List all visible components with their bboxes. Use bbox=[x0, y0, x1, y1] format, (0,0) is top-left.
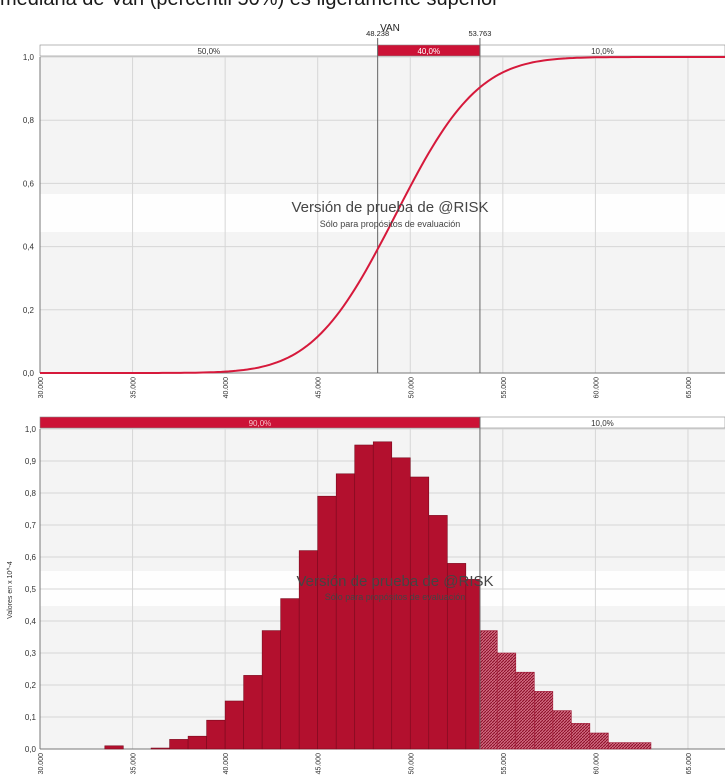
cdf-y-tick-label: 0,2 bbox=[23, 306, 35, 315]
cdf-x-tick-label: 60.000 bbox=[593, 377, 600, 399]
cdf-x-tick-label: 65.000 bbox=[686, 377, 693, 399]
histogram-bar bbox=[150, 747, 170, 750]
histogram-bars bbox=[104, 417, 652, 750]
histogram-y-tick-label: 0,3 bbox=[25, 649, 37, 658]
cdf-y-tick-label: 0,8 bbox=[23, 116, 35, 125]
cdf-x-tick-label: 35.000 bbox=[131, 377, 138, 399]
histogram-y-tick-label: 1,0 bbox=[25, 425, 37, 434]
histogram-x-tick-label: 45.000 bbox=[316, 753, 323, 775]
histogram-bar bbox=[589, 732, 609, 750]
histogram-bar bbox=[391, 457, 411, 750]
histogram-bar bbox=[335, 473, 356, 750]
histogram-bar bbox=[224, 700, 244, 750]
cdf-watermark-line2: Sólo para propósitos de evaluación bbox=[320, 219, 461, 229]
histogram-bar bbox=[608, 742, 652, 750]
cdf-y-tick-label: 0,6 bbox=[23, 179, 35, 188]
histogram-y-tick-label: 0,4 bbox=[25, 617, 37, 626]
cdf-x-tick-label: 40.000 bbox=[223, 377, 230, 399]
histogram-bar bbox=[409, 476, 430, 750]
histogram-x-axis: 30.000 35.000 40.000 45.000 50.000 55.000 60.0… bbox=[38, 753, 693, 775]
histogram-bar bbox=[280, 598, 300, 750]
histogram-band-label-0: 90,0% bbox=[249, 419, 272, 428]
page-header-text: mediana de Van (percentil 50%) es ligera… bbox=[0, 0, 725, 14]
cdf-band-label-0: 50,0% bbox=[197, 47, 220, 56]
histogram-x-tick-label: 65.000 bbox=[686, 753, 693, 775]
histogram-y-tick-label: 0,5 bbox=[25, 585, 37, 594]
cdf-marker-label-1: 53.763 bbox=[468, 29, 491, 38]
histogram-bar bbox=[169, 739, 189, 750]
cdf-watermark-line1: Versión de prueba de @RISK bbox=[291, 199, 488, 216]
histogram-y-tick-label: 0,2 bbox=[25, 681, 37, 690]
histogram-bar bbox=[317, 495, 337, 750]
cdf-band-label-2: 10,0% bbox=[591, 47, 614, 56]
histogram-x-tick-label: 40.000 bbox=[223, 753, 230, 775]
histogram-band-bar: 90,0% 10,0% bbox=[39, 416, 725, 429]
cdf-y-tick-label: 0,4 bbox=[23, 243, 35, 252]
histogram-bar bbox=[261, 630, 281, 750]
cdf-marker-label-0: 48.238 bbox=[366, 29, 389, 38]
cdf-curve bbox=[40, 56, 725, 374]
histogram-x-tick-label: 60.000 bbox=[593, 753, 600, 775]
histogram-bar bbox=[104, 745, 124, 750]
histogram-y-tick-label: 0,8 bbox=[25, 489, 37, 498]
histogram-x-tick-label: 30.000 bbox=[38, 753, 45, 775]
cdf-x-tick-label: 50.000 bbox=[408, 377, 415, 399]
histogram-bar bbox=[206, 719, 226, 750]
histogram-bar bbox=[243, 675, 263, 750]
histogram-y-tick-label: 0,0 bbox=[25, 745, 37, 754]
cdf-band-label-1: 40,0% bbox=[417, 47, 440, 56]
cdf-title: VAN bbox=[380, 23, 400, 34]
histogram-bar bbox=[552, 710, 572, 750]
cdf-y-axis: 0,0 0,2 0,4 0,6 0,8 1,0 bbox=[23, 53, 35, 378]
histogram-y-tick-label: 0,1 bbox=[25, 713, 37, 722]
cdf-x-tick-label: 45.000 bbox=[316, 377, 323, 399]
histogram-bar bbox=[479, 630, 498, 750]
cdf-grid bbox=[39, 56, 725, 374]
cdf-watermark-strip bbox=[40, 194, 725, 232]
cdf-y-tick-label: 1,0 bbox=[23, 53, 35, 62]
cdf-x-tick-label: 55.000 bbox=[501, 377, 508, 399]
histogram-y-tick-label: 0,6 bbox=[25, 553, 37, 562]
histogram-watermark-line1: Versión de prueba de @RISK bbox=[296, 573, 493, 590]
histogram-x-tick-label: 50.000 bbox=[408, 753, 415, 775]
cdf-band-bar: 50,0% 40,0% 10,0% bbox=[39, 44, 725, 57]
histogram-x-tick-label: 55.000 bbox=[501, 753, 508, 775]
histogram-bar bbox=[571, 723, 591, 750]
histogram-x-tick-label: 35.000 bbox=[131, 753, 138, 775]
histogram-y-tick-label: 0,7 bbox=[25, 521, 37, 530]
histogram-y-axis-label: Valores en x 10^-4 bbox=[7, 561, 14, 619]
histogram-y-tick-label: 0,9 bbox=[25, 457, 37, 466]
histogram-bar bbox=[496, 652, 517, 750]
histogram-bar bbox=[428, 515, 448, 750]
histogram-watermark-line2: Sólo para propósitos de evaluación bbox=[325, 592, 466, 602]
histogram-band-label-1: 10,0% bbox=[591, 419, 614, 428]
histogram-bar bbox=[515, 671, 535, 750]
cdf-chart: VAN 50,0% 40,0% 10,0% 0,0 0,2 0,4 0,6 0,8 1,0 3… bbox=[23, 23, 725, 398]
cdf-x-tick-label: 30.000 bbox=[38, 377, 45, 399]
histogram-y-axis: 0,0 0,1 0,2 0,3 0,4 0,5 0,6 0,7 0,8 0,9 1,0 bbox=[25, 425, 37, 754]
histogram-bar bbox=[187, 735, 207, 750]
histogram-chart: 90,0% 10,0% 0,00,10,20,30,40,50,60,70,80,… bbox=[7, 416, 725, 775]
cdf-y-tick-label: 0,0 bbox=[23, 369, 35, 378]
histogram-bar bbox=[465, 579, 481, 750]
histogram-bar bbox=[534, 691, 554, 750]
cdf-x-axis: 30.000 35.000 40.000 45.000 50.000 55.000 60.0… bbox=[38, 377, 693, 399]
cdf-markers: 48.238 53.763 bbox=[366, 29, 491, 373]
